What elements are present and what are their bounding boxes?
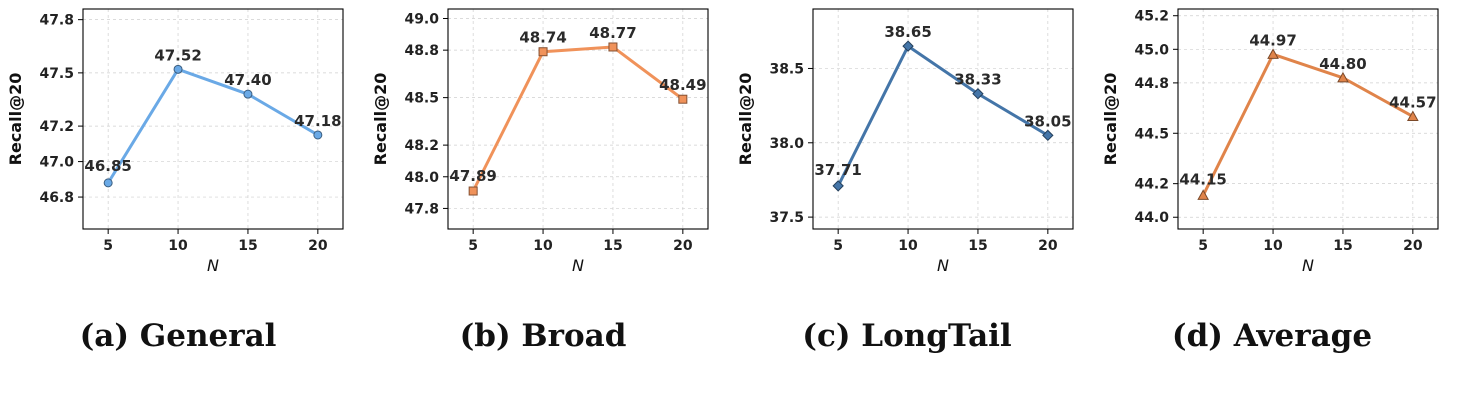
x-tick-label: 10 xyxy=(168,238,188,254)
x-tick-label: 20 xyxy=(308,238,328,254)
x-tick-label: 5 xyxy=(103,238,113,254)
x-tick-label: 15 xyxy=(968,238,987,254)
series-line xyxy=(836,44,1049,187)
data-point xyxy=(832,180,844,192)
y-tick-label: 46.8 xyxy=(39,190,74,206)
y-tick-label: 49.0 xyxy=(404,11,439,27)
panel-caption: (a) General xyxy=(80,318,277,354)
y-tick-label: 47.5 xyxy=(39,66,74,82)
data-label: 38.05 xyxy=(1024,112,1071,130)
data-point xyxy=(1406,110,1419,121)
x-axis-label: N xyxy=(572,256,584,275)
data-label: 44.57 xyxy=(1389,93,1436,111)
x-tick-label: 5 xyxy=(468,238,478,254)
y-tick-label: 38.5 xyxy=(769,61,804,77)
data-point xyxy=(1337,71,1349,83)
data-point xyxy=(902,40,914,52)
y-tick-label: 44.0 xyxy=(1134,210,1169,226)
data-point xyxy=(1042,129,1054,142)
data-label: 44.15 xyxy=(1179,170,1226,188)
x-axis-label: N xyxy=(1302,256,1314,275)
data-point xyxy=(678,94,688,104)
y-tick-label: 48.0 xyxy=(404,170,439,186)
data-point xyxy=(1267,48,1279,59)
x-tick-label: 15 xyxy=(238,238,257,254)
y-tick-label: 48.2 xyxy=(404,138,439,154)
y-axis-label: Recall@20 xyxy=(736,73,755,166)
data-point xyxy=(972,88,984,100)
y-tick-label: 47.0 xyxy=(39,155,74,171)
data-label: 48.77 xyxy=(589,24,636,42)
data-point xyxy=(608,42,618,52)
x-tick-label: 10 xyxy=(1263,238,1283,254)
plot-frame xyxy=(812,8,1074,230)
chart-panel-3: 5 10 15 20 37.5 38.0 38.5 Recall@20 N 37.71 38.65 3… xyxy=(736,8,1074,354)
y-tick-label: 47.2 xyxy=(39,119,74,135)
x-tick-label: 5 xyxy=(1198,238,1208,254)
y-tick-label: 37.5 xyxy=(769,210,804,226)
plot-frame xyxy=(447,8,709,230)
data-point xyxy=(313,130,323,140)
y-tick-label: 38.0 xyxy=(769,136,804,152)
panel-caption: (c) LongTail xyxy=(802,318,1011,354)
data-label: 48.49 xyxy=(659,76,706,94)
series-line xyxy=(106,67,319,184)
data-label: 46.85 xyxy=(84,157,131,175)
x-tick-label: 20 xyxy=(1038,238,1058,254)
y-tick-label: 45.0 xyxy=(1134,42,1169,58)
data-point xyxy=(173,64,183,74)
plot-frame xyxy=(1177,8,1439,230)
y-tick-label: 44.8 xyxy=(1134,76,1169,92)
y-axis-label: Recall@20 xyxy=(371,73,390,166)
data-label: 38.33 xyxy=(954,71,1001,89)
chart-panel-1: 5 10 15 20 46.8 47.0 47.2 47.5 47.8 Recall@20 N 46.… xyxy=(6,8,344,354)
data-label: 44.80 xyxy=(1319,55,1366,73)
series-line xyxy=(471,45,684,192)
data-label: 47.52 xyxy=(154,46,201,64)
x-tick-label: 15 xyxy=(1333,238,1352,254)
data-label: 37.71 xyxy=(814,161,861,179)
x-tick-label: 10 xyxy=(898,238,918,254)
y-axis-label: Recall@20 xyxy=(6,73,25,166)
data-point xyxy=(103,178,113,188)
y-tick-label: 47.8 xyxy=(39,13,74,29)
data-point xyxy=(468,186,478,196)
x-tick-label: 15 xyxy=(603,238,622,254)
data-label: 44.97 xyxy=(1249,31,1296,49)
y-axis-label: Recall@20 xyxy=(1101,73,1120,166)
data-label: 38.65 xyxy=(884,23,931,41)
y-tick-label: 45.2 xyxy=(1134,9,1169,25)
series-line xyxy=(1201,52,1414,197)
chart-panel-2: 5 10 15 20 47.8 48.0 48.2 48.5 48.8 49.0 Recall@20… xyxy=(371,8,709,354)
data-label: 47.18 xyxy=(294,112,341,130)
chart-panel-4: 5 10 15 20 44.0 44.2 44.5 44.8 45.0 45.2 Recall@20… xyxy=(1101,8,1439,354)
plot-frame xyxy=(82,8,344,230)
x-axis-label: N xyxy=(937,256,949,275)
panel-caption: (d) Average xyxy=(1172,318,1372,354)
x-tick-label: 10 xyxy=(533,238,553,254)
data-point xyxy=(243,89,253,99)
x-tick-label: 20 xyxy=(673,238,693,254)
x-tick-label: 5 xyxy=(833,238,843,254)
x-axis-label: N xyxy=(207,256,219,275)
panel-caption: (b) Broad xyxy=(460,318,627,354)
y-tick-label: 47.8 xyxy=(404,201,439,217)
y-tick-label: 48.8 xyxy=(404,43,439,59)
data-point xyxy=(538,47,548,57)
data-point xyxy=(1197,189,1210,200)
y-tick-label: 44.5 xyxy=(1134,126,1169,142)
y-tick-label: 44.2 xyxy=(1134,177,1169,193)
y-tick-label: 48.5 xyxy=(404,91,439,107)
x-tick-label: 20 xyxy=(1403,238,1423,254)
data-label: 47.89 xyxy=(449,167,496,185)
data-label: 48.74 xyxy=(519,29,566,47)
data-label: 47.40 xyxy=(224,71,271,89)
